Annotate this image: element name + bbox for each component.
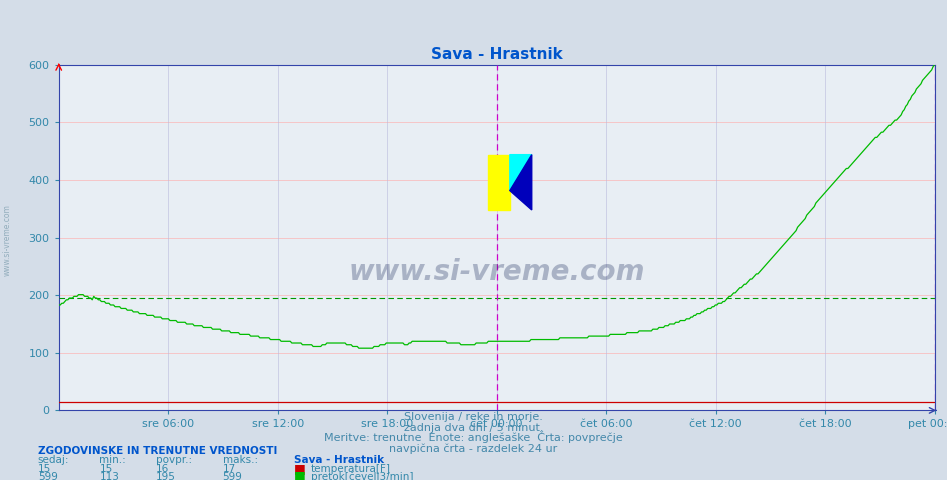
Text: zadnja dva dni / 5 minut.: zadnja dva dni / 5 minut. [403,422,544,432]
Text: temperatura[F]: temperatura[F] [311,464,390,474]
Text: 113: 113 [99,471,119,480]
Text: 17: 17 [223,464,236,474]
Text: sedaj:: sedaj: [38,455,69,465]
Title: Sava - Hrastnik: Sava - Hrastnik [431,47,563,62]
Text: navpična črta - razdelek 24 ur: navpična črta - razdelek 24 ur [389,443,558,454]
Text: 195: 195 [156,471,176,480]
Text: povpr.:: povpr.: [156,455,192,465]
Text: 15: 15 [38,464,51,474]
Text: 599: 599 [223,471,242,480]
Polygon shape [509,155,532,210]
Text: ■: ■ [294,469,305,480]
Text: min.:: min.: [99,455,126,465]
Text: ZGODOVINSKE IN TRENUTNE VREDNOSTI: ZGODOVINSKE IN TRENUTNE VREDNOSTI [38,445,277,456]
Text: 599: 599 [38,471,58,480]
Text: maks.:: maks.: [223,455,258,465]
Polygon shape [509,155,532,191]
Text: Meritve: trenutne  Enote: anglešaške  Črta: povprečje: Meritve: trenutne Enote: anglešaške Črta… [324,431,623,443]
Text: Sava - Hrastnik: Sava - Hrastnik [294,455,384,465]
Text: 16: 16 [156,464,170,474]
Text: Slovenija / reke in morje.: Slovenija / reke in morje. [404,412,543,422]
Text: 15: 15 [99,464,113,474]
Text: www.si-vreme.com: www.si-vreme.com [3,204,12,276]
Text: pretok[čevelj3/min]: pretok[čevelj3/min] [311,471,413,480]
Text: www.si-vreme.com: www.si-vreme.com [348,258,645,286]
Text: ■: ■ [294,462,305,475]
Bar [488,155,509,210]
